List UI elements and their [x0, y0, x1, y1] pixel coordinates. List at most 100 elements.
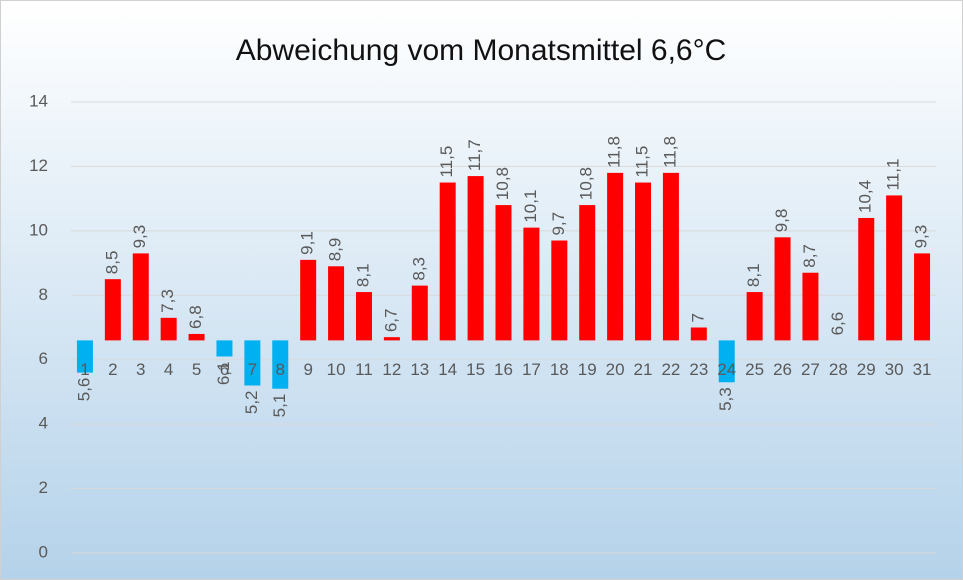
bar	[718, 340, 735, 383]
data-label: 9,3	[912, 225, 931, 249]
bar	[439, 182, 456, 341]
x-tick-label: 24	[717, 360, 736, 379]
x-tick-label: 19	[578, 360, 597, 379]
bar	[579, 205, 596, 341]
bar	[216, 340, 233, 357]
data-label: 11,7	[465, 139, 484, 171]
data-label: 9,1	[298, 231, 317, 255]
x-tick-label: 1	[80, 360, 89, 379]
data-label: 6,8	[186, 305, 205, 329]
data-label: 10,1	[521, 190, 540, 223]
bar	[132, 253, 149, 341]
bar	[746, 292, 763, 341]
x-tick-label: 3	[136, 360, 145, 379]
bar	[76, 340, 93, 373]
bar	[383, 337, 400, 341]
data-label: 8,1	[353, 263, 372, 287]
data-label: 7,3	[158, 289, 177, 313]
data-label: 5,6	[74, 378, 93, 402]
x-tick-label: 25	[745, 360, 764, 379]
y-tick-label: 4	[39, 414, 48, 433]
data-label: 11,5	[437, 146, 456, 178]
bar	[523, 227, 540, 341]
x-tick-label: 4	[164, 360, 173, 379]
bar	[411, 285, 428, 341]
bar	[858, 217, 875, 341]
chart-title: Abweichung vom Monatsmittel 6,6°C	[236, 34, 727, 67]
x-tick-label: 9	[303, 360, 312, 379]
data-label: 8,9	[326, 238, 345, 262]
x-tick-label: 18	[550, 360, 569, 379]
bar	[104, 279, 121, 341]
data-label: 10,4	[856, 180, 875, 213]
x-tick-label: 7	[248, 360, 257, 379]
x-tick-label: 23	[689, 360, 708, 379]
data-label: 6,7	[381, 309, 400, 333]
x-tick-label: 14	[438, 360, 457, 379]
bar	[495, 205, 512, 341]
data-label: 8,5	[102, 251, 121, 275]
x-tick-label: 26	[773, 360, 792, 379]
x-tick-label: 6	[220, 360, 229, 379]
bar	[328, 266, 345, 341]
bar	[914, 253, 931, 341]
x-tick-label: 15	[466, 360, 485, 379]
y-tick-label: 12	[29, 156, 48, 175]
y-tick-label: 6	[39, 349, 48, 368]
x-tick-label: 29	[857, 360, 876, 379]
x-tick-label: 16	[494, 360, 513, 379]
bar	[272, 340, 289, 389]
data-label: 5,2	[242, 390, 261, 414]
bar	[188, 333, 205, 341]
x-tick-label: 12	[382, 360, 401, 379]
x-tick-label: 21	[634, 360, 653, 379]
bar	[774, 237, 791, 341]
data-label: 11,1	[884, 159, 903, 191]
data-label: 9,3	[130, 225, 149, 249]
y-tick-label: 10	[29, 220, 48, 239]
bar	[355, 292, 372, 341]
bar	[160, 317, 177, 341]
bar	[635, 182, 652, 341]
data-label: 9,7	[549, 212, 568, 236]
x-tick-label: 8	[276, 360, 285, 379]
data-label: 10,8	[493, 167, 512, 200]
bar	[802, 272, 819, 341]
bar	[467, 176, 484, 341]
bar	[662, 172, 679, 341]
data-label: 11,8	[605, 136, 624, 168]
x-tick-label: 11	[355, 360, 373, 379]
y-tick-label: 2	[39, 478, 48, 497]
x-tick-label: 5	[192, 360, 201, 379]
data-label: 8,1	[744, 263, 763, 287]
x-tick-label: 10	[327, 360, 346, 379]
x-tick-label: 22	[661, 360, 680, 379]
data-label: 9,8	[772, 209, 791, 233]
bar	[300, 259, 317, 341]
bar	[886, 195, 903, 341]
y-tick-label: 8	[39, 285, 48, 304]
x-tick-label: 13	[410, 360, 429, 379]
x-tick-label: 2	[108, 360, 117, 379]
x-tick-label: 30	[885, 360, 904, 379]
data-label: 11,8	[660, 136, 679, 168]
y-tick-label: 0	[39, 542, 48, 561]
data-label: 5,3	[716, 387, 735, 411]
x-tick-label: 27	[801, 360, 820, 379]
data-label: 6,1	[214, 361, 233, 385]
data-label: 8,3	[409, 257, 428, 281]
bar	[690, 327, 707, 341]
data-label: 8,7	[800, 244, 819, 268]
x-tick-label: 20	[606, 360, 625, 379]
data-label: 6,6	[828, 312, 847, 336]
x-tick-label: 17	[522, 360, 541, 379]
bar	[244, 340, 261, 386]
y-tick-label: 14	[29, 91, 48, 110]
x-tick-label: 31	[913, 360, 932, 379]
bar	[551, 240, 568, 341]
data-label: 5,1	[270, 394, 289, 418]
data-label: 7	[688, 313, 707, 322]
data-label: 11,5	[633, 146, 652, 178]
data-label: 10,8	[577, 167, 596, 200]
